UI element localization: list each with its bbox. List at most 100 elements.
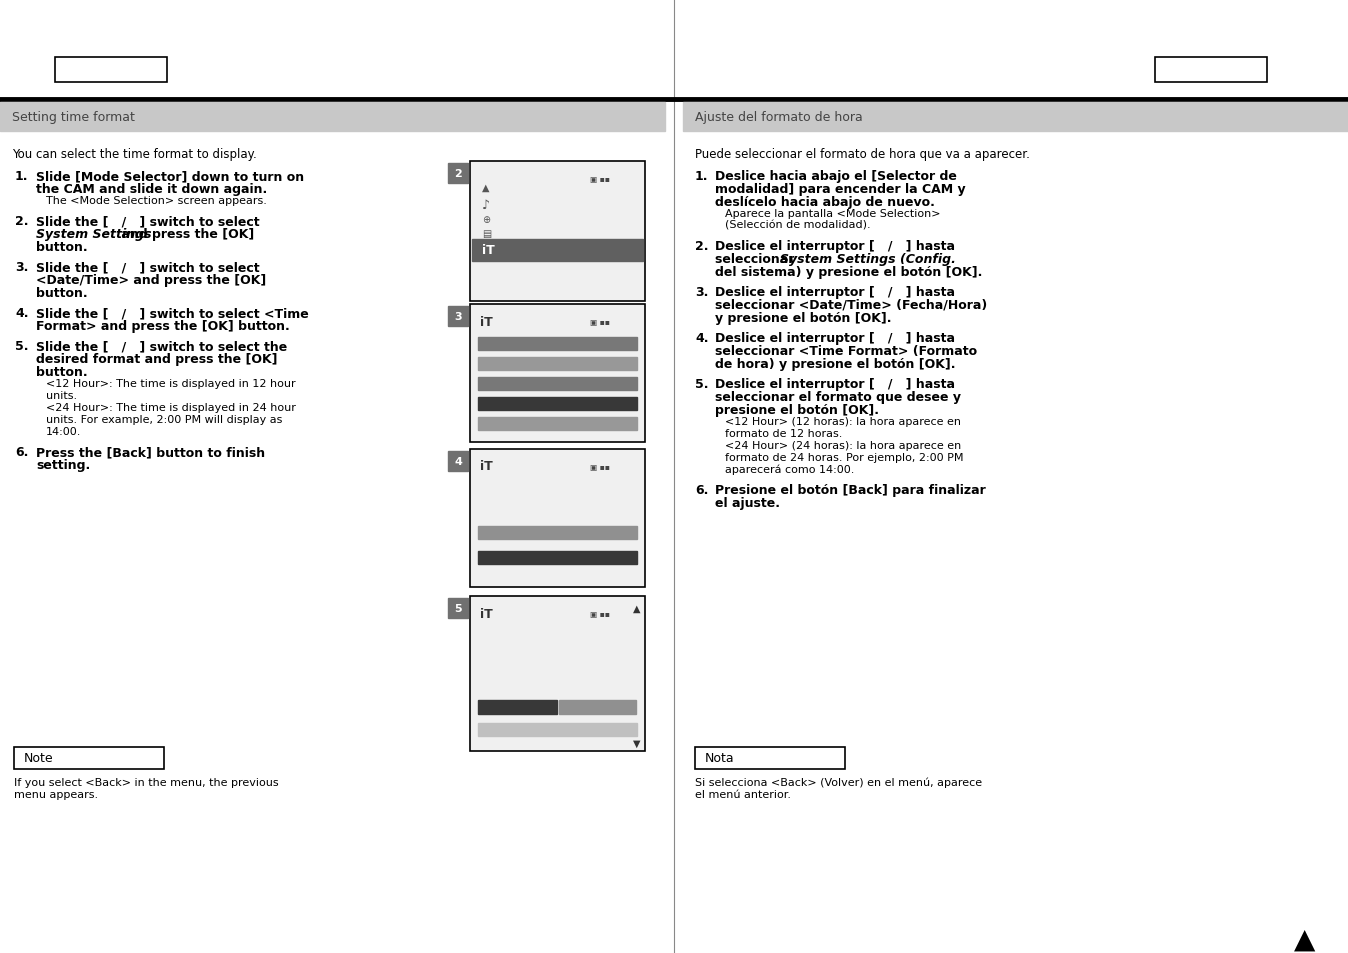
Bar [0,103,665,132]
Text: Format> and press the [OK] button.: Format> and press the [OK] button. [36,319,290,333]
Text: ▣ ▪▪: ▣ ▪▪ [590,609,609,618]
Text: seleccionar <Time Format> (Formato: seleccionar <Time Format> (Formato [714,345,977,357]
Text: 6.: 6. [15,446,28,458]
Text: ▣ ▪▪: ▣ ▪▪ [590,462,609,472]
Bar [448,452,468,472]
Text: seleccionar el formato que desee y: seleccionar el formato que desee y [714,391,961,403]
Bar [479,526,638,539]
Text: ▲: ▲ [483,183,489,193]
Bar [13,747,164,769]
Text: System Settings: System Settings [36,228,151,241]
Bar [479,397,638,411]
Text: <24 Hour>: The time is displayed in 24 hour: <24 Hour>: The time is displayed in 24 h… [46,402,295,413]
Text: units.: units. [46,391,77,400]
Bar [479,552,638,564]
Text: Deslice el interruptor [   /   ] hasta: Deslice el interruptor [ / ] hasta [714,332,954,345]
Text: iT: iT [480,607,493,619]
Text: desired format and press the [OK]: desired format and press the [OK] [36,353,278,366]
Text: modalidad] para encender la CAM y: modalidad] para encender la CAM y [714,183,965,195]
Text: button.: button. [36,241,88,253]
Text: 1.: 1. [696,170,709,183]
Text: 3: 3 [454,312,462,322]
Text: Slide the [   /   ] switch to select: Slide the [ / ] switch to select [36,261,260,274]
Text: de hora) y presione el botón [OK].: de hora) y presione el botón [OK]. [714,357,956,371]
Bar [479,417,638,431]
Text: You can select the time format to display.: You can select the time format to displa… [12,148,256,161]
Bar [472,240,643,262]
Text: Deslice el interruptor [   /   ] hasta: Deslice el interruptor [ / ] hasta [714,286,954,298]
Bar [470,450,644,587]
Text: el ajuste.: el ajuste. [714,497,780,510]
Bar [470,162,644,302]
Text: ♪: ♪ [483,198,491,212]
Text: ▲: ▲ [634,603,640,614]
Text: and press the [OK]: and press the [OK] [117,228,255,241]
Bar [1155,58,1267,83]
Text: Note: Note [24,752,54,764]
Text: Slide the [   /   ] switch to select <Time: Slide the [ / ] switch to select <Time [36,307,309,319]
Text: Slide the [   /   ] switch to select: Slide the [ / ] switch to select [36,214,260,228]
Text: Nota: Nota [705,752,735,764]
Text: ▤: ▤ [483,229,491,239]
Text: ▲: ▲ [1294,925,1316,953]
Text: Press the [Back] button to finish: Press the [Back] button to finish [36,446,266,458]
Text: the CAM and slide it down again.: the CAM and slide it down again. [36,183,267,195]
Bar [470,597,644,751]
Text: Presione el botón [Back] para finalizar: Presione el botón [Back] para finalizar [714,483,985,497]
Text: <12 Hour> (12 horas): la hora aparece en: <12 Hour> (12 horas): la hora aparece en [725,416,961,427]
Text: units. For example, 2:00 PM will display as: units. For example, 2:00 PM will display… [46,415,282,424]
Text: 4: 4 [454,456,462,467]
Text: button.: button. [36,366,88,378]
Text: Slide [Mode Selector] down to turn on: Slide [Mode Selector] down to turn on [36,170,305,183]
Text: del sistema) y presione el botón [OK].: del sistema) y presione el botón [OK]. [714,266,983,278]
Text: <12 Hour>: The time is displayed in 12 hour: <12 Hour>: The time is displayed in 12 h… [46,378,295,389]
Bar [479,377,638,391]
Text: 4.: 4. [15,307,28,319]
Text: 3.: 3. [696,286,709,298]
Text: 14:00.: 14:00. [46,427,81,436]
Text: y presione el botón [OK].: y presione el botón [OK]. [714,312,891,325]
Text: Si selecciona <Back> (Volver) en el menú, aparece: Si selecciona <Back> (Volver) en el menú… [696,778,983,788]
Text: 5: 5 [454,603,462,614]
Text: ▼: ▼ [634,739,640,748]
Text: (Selección de modalidad).: (Selección de modalidad). [725,221,871,231]
Text: Deslice el interruptor [   /   ] hasta: Deslice el interruptor [ / ] hasta [714,240,954,253]
Text: The <Mode Selection> screen appears.: The <Mode Selection> screen appears. [46,195,267,206]
Bar [479,337,638,351]
Text: setting.: setting. [36,458,90,472]
Text: deslícelo hacia abajo de nuevo.: deslícelo hacia abajo de nuevo. [714,195,936,209]
Bar [559,700,636,714]
Bar [696,747,845,769]
Bar [470,305,644,442]
Text: 6.: 6. [696,483,709,497]
Text: 4.: 4. [696,332,709,345]
Bar [479,357,638,371]
Bar [479,700,557,714]
Text: iT: iT [483,244,495,257]
Text: el menú anterior.: el menú anterior. [696,789,791,800]
Text: aparecerá como 14:00.: aparecerá como 14:00. [725,464,855,475]
Text: ▣ ▪▪: ▣ ▪▪ [590,174,609,184]
Text: 2: 2 [454,169,462,179]
Text: Aparece la pantalla <Mode Selection>: Aparece la pantalla <Mode Selection> [725,209,941,219]
Text: seleccionar <Date/Time> (Fecha/Hora): seleccionar <Date/Time> (Fecha/Hora) [714,298,987,312]
Text: Puede seleccionar el formato de hora que va a aparecer.: Puede seleccionar el formato de hora que… [696,148,1030,161]
Text: 5.: 5. [696,377,709,391]
Text: formato de 12 horas.: formato de 12 horas. [725,429,842,438]
Text: 2.: 2. [696,240,709,253]
Bar [479,723,638,737]
Text: <Date/Time> and press the [OK]: <Date/Time> and press the [OK] [36,274,267,287]
Bar [448,307,468,327]
Text: presione el botón [OK].: presione el botón [OK]. [714,403,879,416]
Text: <24 Hour> (24 horas): la hora aparece en: <24 Hour> (24 horas): la hora aparece en [725,440,961,451]
Text: 5.: 5. [15,339,28,353]
Text: 3.: 3. [15,261,28,274]
Text: Setting time format: Setting time format [12,112,135,125]
Bar [448,598,468,618]
Text: Ajuste del formato de hora: Ajuste del formato de hora [696,112,863,125]
Bar [683,103,1348,132]
Bar [448,164,468,184]
Text: 2.: 2. [15,214,28,228]
Text: If you select <Back> in the menu, the previous: If you select <Back> in the menu, the pr… [13,778,279,787]
Bar [55,58,167,83]
